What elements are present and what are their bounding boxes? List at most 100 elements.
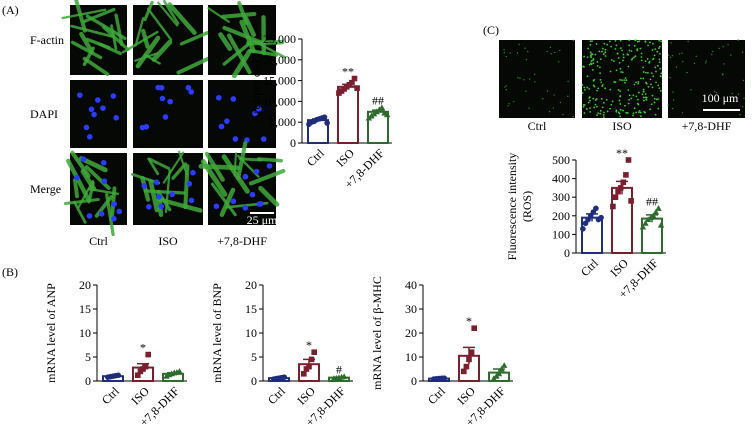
x-tick-label: ISO — [128, 384, 152, 408]
panel-label: (A) — [2, 3, 19, 17]
y-axis-label: mRNA level of ANP — [44, 283, 58, 383]
ros-dot — [589, 107, 591, 109]
x-tick-label: ISO — [607, 256, 631, 280]
ros-dot — [722, 73, 723, 74]
ros-dot — [599, 66, 601, 68]
ros-dot — [506, 85, 507, 86]
ros-dot — [547, 90, 548, 91]
col-label: Ctrl — [89, 234, 108, 248]
ros-dot — [599, 72, 601, 74]
y-tick-label: 5 — [85, 350, 91, 364]
point — [115, 372, 121, 378]
ros-dot — [595, 54, 597, 56]
significance: * — [306, 338, 312, 352]
nucleus — [146, 204, 152, 210]
ros-dot — [609, 108, 611, 110]
point — [143, 364, 149, 370]
ros-dot — [652, 58, 654, 60]
nucleus — [158, 204, 164, 210]
ros-dot — [645, 96, 647, 98]
micrograph — [70, 80, 127, 148]
ros-dot — [742, 51, 743, 52]
ros-dot — [643, 89, 645, 91]
ros-dot — [637, 41, 639, 43]
ros-dot — [618, 89, 620, 91]
ros-dot — [629, 50, 631, 52]
col-label: ISO — [612, 119, 632, 133]
nucleus — [87, 134, 93, 140]
point — [324, 120, 330, 126]
ros-dot — [601, 51, 603, 53]
ros-dot — [652, 75, 654, 77]
nucleus — [189, 198, 195, 204]
panel-label: (C) — [483, 23, 499, 37]
ros-dot — [596, 90, 598, 92]
ros-dot — [643, 100, 645, 102]
ros-dot — [647, 72, 649, 74]
y-tick-label: 30 — [405, 302, 417, 316]
ros-dot — [513, 101, 514, 102]
ros-dot — [596, 114, 598, 116]
ros-dot — [620, 40, 622, 42]
y-tick-label: 300 — [552, 190, 570, 204]
nucleus — [74, 175, 80, 181]
ros-dot — [582, 92, 584, 94]
ros-dot — [518, 44, 519, 45]
ros-dot — [588, 88, 590, 90]
ros-dot — [687, 41, 688, 42]
nucleus — [163, 114, 169, 120]
ros-dot — [603, 112, 605, 114]
significance: ## — [646, 194, 658, 208]
point — [145, 352, 151, 358]
y-tick-label: 10,000 — [263, 94, 296, 108]
ros-dot — [631, 58, 633, 60]
ros-dot — [587, 48, 589, 50]
ros-dot — [599, 113, 601, 115]
point — [580, 226, 586, 232]
ros-dot — [652, 86, 654, 88]
ros-dot — [656, 51, 658, 53]
ros-dot — [630, 97, 632, 99]
ros-dot — [597, 65, 599, 67]
nucleus — [154, 179, 160, 185]
nucleus — [142, 183, 148, 189]
ros-dot — [542, 98, 543, 99]
ros-dot — [551, 53, 552, 54]
nucleus — [99, 211, 105, 217]
ros-dot — [588, 102, 590, 104]
ros-dot — [696, 56, 697, 57]
ros-dot — [618, 100, 620, 102]
ros-dot — [643, 97, 645, 99]
ros-dot — [645, 82, 647, 84]
nucleus — [111, 93, 117, 99]
point — [464, 364, 470, 370]
nucleus — [101, 160, 107, 166]
ros-dot — [635, 82, 637, 84]
ros-dot — [621, 50, 623, 52]
y-tick-label: 10 — [405, 350, 417, 364]
col-label: +7,8-DHF — [217, 234, 267, 248]
ros-dot — [615, 40, 617, 42]
ros-dot — [592, 98, 594, 100]
ros-dot — [583, 106, 585, 108]
ros-dot — [682, 112, 683, 113]
ros-dot — [625, 79, 627, 81]
point — [613, 194, 619, 200]
ros-dot — [633, 57, 635, 59]
ros-dot — [507, 105, 508, 106]
nucleus — [190, 170, 196, 176]
ros-dot — [583, 104, 585, 106]
nucleus — [167, 99, 173, 105]
ros-dot — [583, 56, 585, 58]
nucleus — [91, 112, 97, 118]
cell — [259, 159, 281, 161]
ros-dot — [597, 61, 599, 63]
nucleus — [214, 203, 220, 209]
ros-dot — [573, 40, 574, 41]
ros-dot — [628, 39, 630, 41]
nucleus — [224, 118, 230, 124]
ros-dot — [524, 47, 525, 48]
ros-dot — [616, 53, 618, 55]
ros-dot — [534, 74, 535, 75]
x-tick-label: Ctrl — [425, 384, 449, 408]
